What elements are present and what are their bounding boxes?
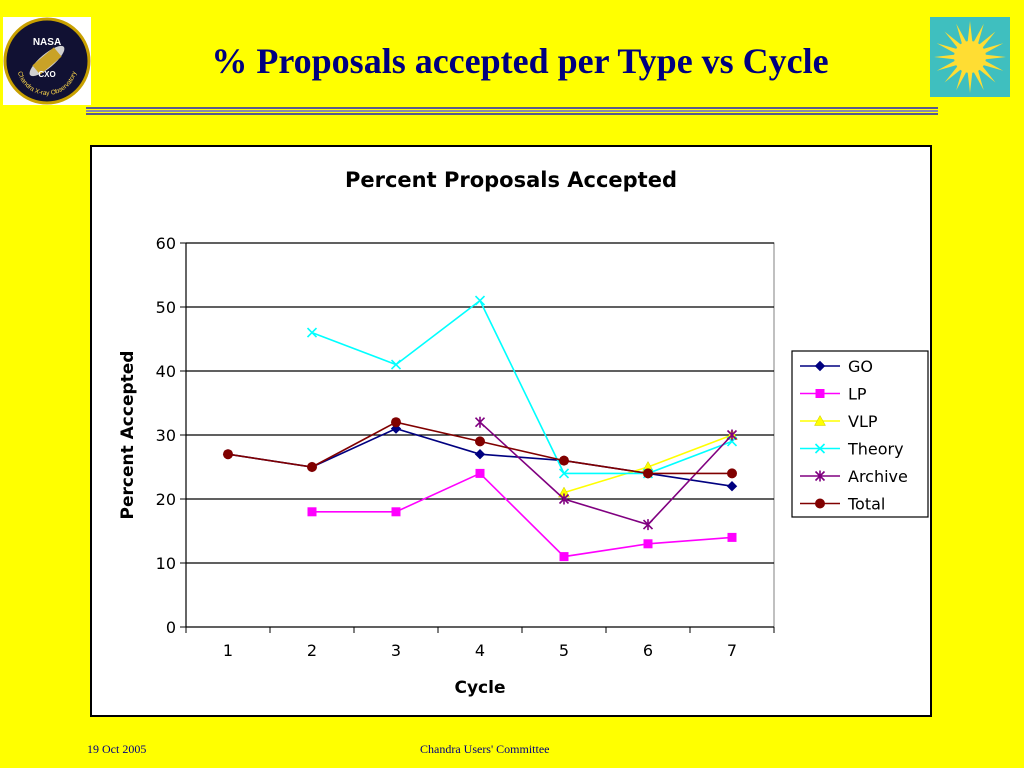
point-theory [558,468,570,479]
point-total [643,468,653,479]
point-lp [559,552,569,562]
x-axis-label: Cycle [455,678,506,698]
point-lp [643,539,653,549]
footer-title: Chandra Users' Committee [420,742,550,756]
chart-container: Percent Proposals Accepted 0 10 20 30 40 50 60 1… [90,145,932,717]
x-tick-label: 1 [223,641,233,660]
y-tick-label: 50 [156,298,176,317]
point-archive [642,519,654,531]
legend-marker-lp [815,389,825,398]
legend-label-theory: Theory [847,440,904,459]
point-archive [726,429,738,441]
y-tick-label: 0 [166,618,176,637]
legend [791,350,929,518]
svg-text:CXO: CXO [38,70,55,79]
svg-text:NASA: NASA [33,37,61,48]
x-tick-label: 5 [559,641,569,660]
legend-marker-total [815,498,825,509]
legend-marker-vlp [814,414,826,426]
x-tick-label: 2 [307,641,317,660]
point-lp [475,468,485,478]
point-total [391,417,401,428]
series-line-lp [312,472,733,558]
point-archive [474,416,486,428]
point-total [307,462,317,472]
point-total [223,449,233,460]
legend-marker-archive [814,470,826,482]
point-lp [727,532,737,542]
point-lp [391,507,401,517]
legend-marker-go [814,360,826,372]
legend-label-vlp: VLP [848,412,878,431]
chart-title: Percent Proposals Accepted [345,168,677,192]
point-go [726,480,738,492]
series-line-archive [479,421,733,526]
footer-date: 19 Oct 2005 [87,742,147,756]
x-tick-label: 3 [391,641,401,660]
point-theory [306,327,318,338]
point-total [727,468,737,479]
chandra-logo: NASA CXO Chandra X-ray Observatory [3,17,91,105]
legend-label-total: Total [847,495,885,514]
legend-marker-theory [814,443,826,454]
x-tick-label: 4 [475,641,485,660]
sun-logo [930,17,1010,97]
legend-label-lp: LP [848,385,867,404]
point-total [475,436,485,447]
slide-title: % Proposals accepted per Type vs Cycle [211,41,829,81]
x-tick-label: 7 [727,641,737,660]
y-tick-label: 60 [156,234,176,253]
point-theory [474,295,486,306]
point-lp [307,507,317,517]
y-axis-label: Percent Accepted [118,351,138,520]
title-divider [86,107,938,115]
y-tick-label: 30 [156,426,176,445]
legend-label-go: GO [848,357,873,376]
x-tick-label: 6 [643,641,653,660]
y-tick-label: 10 [156,554,176,573]
point-archive [558,493,570,505]
y-tick-label: 40 [156,362,176,381]
legend-label-archive: Archive [848,467,908,486]
point-go [474,448,486,460]
line-chart: Percent Proposals Accepted 0 10 20 30 40 50 60 1… [118,168,929,698]
point-total [559,455,569,466]
y-tick-label: 20 [156,490,176,509]
series-line-theory [311,299,733,475]
point-theory [390,359,402,370]
